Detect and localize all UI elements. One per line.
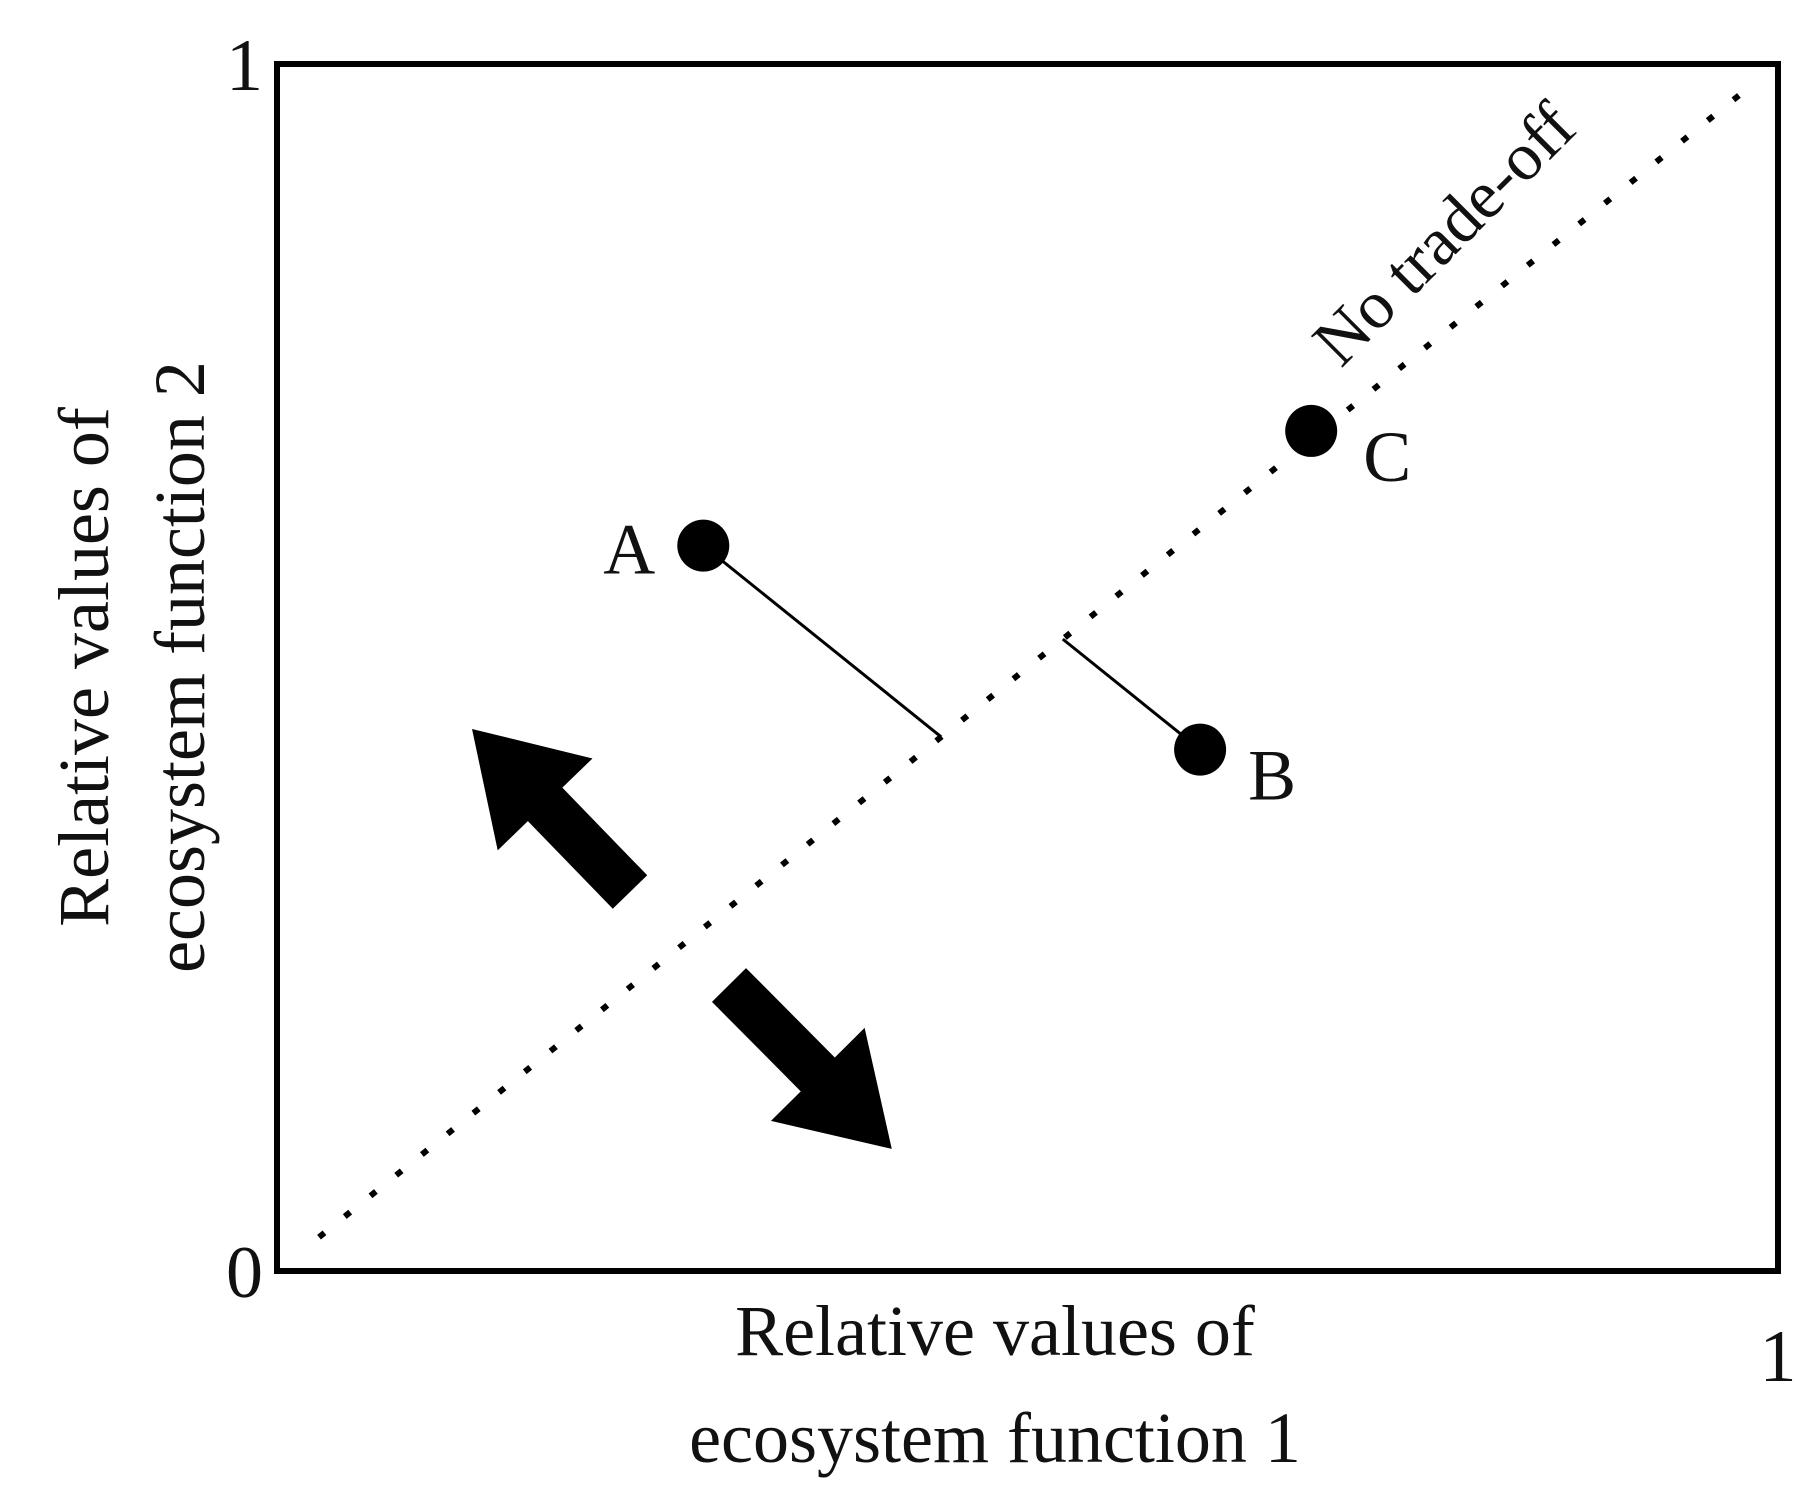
tradeoff-distance <box>1061 637 1202 751</box>
y-axis-label: Relative values of <box>44 407 124 927</box>
y-tick-label: 1 <box>226 25 263 107</box>
arrow-down-right <box>711 968 892 1149</box>
point <box>1174 723 1227 776</box>
point-label: A <box>603 510 655 590</box>
tradeoff-distance <box>702 544 943 739</box>
arrow-up-left <box>472 728 648 909</box>
plot-frame <box>274 61 1781 1274</box>
point <box>1285 404 1338 457</box>
point <box>677 519 730 572</box>
x-axis-label: ecosystem function 1 <box>689 1398 1301 1478</box>
y-tick-label: 0 <box>226 1232 263 1314</box>
x-axis-label: Relative values of <box>735 1291 1255 1371</box>
no-tradeoff-line <box>317 80 1756 1240</box>
y-axis-label: ecosystem function 2 <box>140 361 220 973</box>
annotation: No trade-off <box>1298 88 1590 380</box>
x-tick-label: 1 <box>1760 1316 1797 1398</box>
point-label: C <box>1363 417 1411 497</box>
point-label: B <box>1248 736 1296 816</box>
